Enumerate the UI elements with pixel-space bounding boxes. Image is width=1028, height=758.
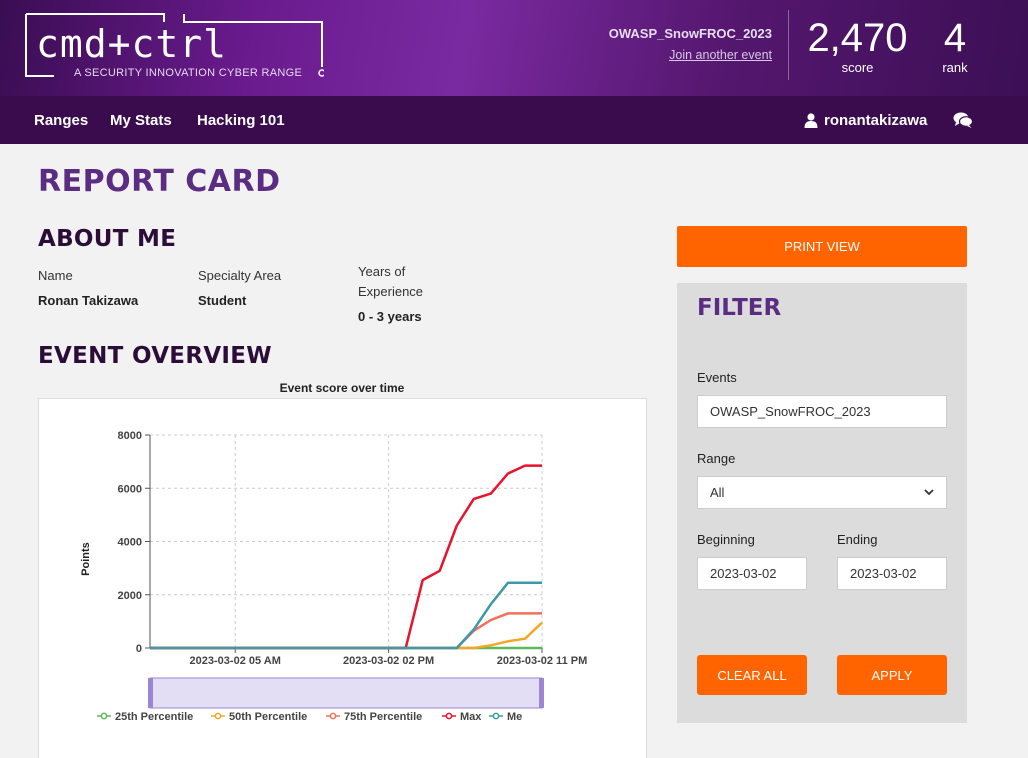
rank-value: 4 xyxy=(943,16,967,60)
about-me-title: ABOUT ME xyxy=(38,226,177,252)
x-tick-label: 2023-03-02 02 PM xyxy=(343,655,434,667)
legend-item[interactable]: Me xyxy=(489,711,522,723)
events-input[interactable]: OWASP_SnowFROC_2023 xyxy=(697,395,947,428)
legend-item[interactable]: 25th Percentile xyxy=(97,711,193,723)
score-stat: 2,470 score xyxy=(800,14,915,75)
logo-frame xyxy=(25,13,326,77)
legend-marker xyxy=(329,712,337,720)
legend-label: 50th Percentile xyxy=(229,711,307,723)
chat-icon[interactable] xyxy=(953,111,973,129)
rank-label: rank xyxy=(942,60,968,75)
username: ronantakizawa xyxy=(824,112,928,129)
specialty-value: Student xyxy=(198,293,247,308)
filter-panel: FILTER Events OWASP_SnowFROC_2023 Range … xyxy=(677,283,967,723)
event-overview-title: EVENT OVERVIEW xyxy=(38,343,272,369)
series-line-75th-percentile[interactable] xyxy=(150,612,542,650)
current-event: OWASP_SnowFROC_2023 Join another event xyxy=(609,26,772,64)
experience-label-line1: Years of xyxy=(358,264,406,279)
beginning-label: Beginning xyxy=(697,532,755,547)
apply-button[interactable]: APPLY xyxy=(837,655,947,695)
range-label: Range xyxy=(697,451,736,466)
legend-item[interactable]: 50th Percentile xyxy=(211,711,307,723)
score-label: score xyxy=(841,60,874,75)
nav-hacking-101[interactable]: Hacking 101 xyxy=(197,112,285,129)
clear-all-button[interactable]: CLEAR ALL xyxy=(697,655,807,695)
y-tick-label: 8000 xyxy=(118,430,142,442)
legend-marker xyxy=(492,712,500,720)
experience-value: 0 - 3 years xyxy=(358,309,422,324)
legend-label: 25th Percentile xyxy=(115,711,193,723)
y-tick-label: 4000 xyxy=(118,537,142,549)
legend-item[interactable]: 75th Percentile xyxy=(326,711,422,723)
y-tick-label: 0 xyxy=(136,643,142,655)
zoom-handle-left[interactable] xyxy=(148,678,153,708)
legend-item[interactable]: Max xyxy=(442,711,482,723)
range-select[interactable]: All xyxy=(697,476,947,509)
y-tick-label: 6000 xyxy=(118,483,142,495)
page-title: REPORT CARD xyxy=(38,164,281,199)
print-view-button[interactable]: PRINT VIEW xyxy=(677,226,967,267)
range-select-value: All xyxy=(710,485,725,500)
nav-my-stats[interactable]: My Stats xyxy=(110,112,172,129)
chart-svg: 0 2000 4000 6000 8000 2023-03-02 05 AM 2023-03… xyxy=(80,430,588,723)
filter-title: FILTER xyxy=(697,295,782,321)
y-axis-label: Points xyxy=(80,542,92,576)
events-label: Events xyxy=(697,370,737,385)
zoom-slider[interactable] xyxy=(148,677,544,709)
legend-marker xyxy=(214,712,222,720)
experience-label-line2: Experience xyxy=(358,284,424,299)
specialty-label: Specialty Area xyxy=(198,268,282,283)
series-line-max[interactable] xyxy=(150,464,542,650)
join-event-link[interactable]: Join another event xyxy=(669,48,772,62)
ending-label: Ending xyxy=(837,532,878,547)
logo-tagline: A SECURITY INNOVATION CYBER RANGE xyxy=(74,67,303,79)
event-name: OWASP_SnowFROC_2023 xyxy=(608,26,772,41)
main-nav: Ranges My Stats Hacking 101 ronantakizaw… xyxy=(0,96,1028,144)
x-tick-label: 2023-03-02 11 PM xyxy=(497,655,588,667)
logo[interactable]: cmd+ctrl A SECURITY INNOVATION CYBER RAN… xyxy=(24,12,326,79)
beginning-date-input[interactable]: 2023-03-02 xyxy=(697,557,807,590)
chart-title: Event score over time xyxy=(279,381,405,395)
ending-date-input[interactable]: 2023-03-02 xyxy=(837,557,947,590)
rank-stat: 4 rank xyxy=(930,14,980,75)
legend-label: 75th Percentile xyxy=(344,711,422,723)
y-tick-label: 2000 xyxy=(118,590,142,602)
nav-ranges[interactable]: Ranges xyxy=(34,112,89,129)
series-line-me[interactable] xyxy=(150,581,542,650)
zoom-window[interactable] xyxy=(149,677,543,709)
header-divider xyxy=(788,10,789,80)
series-line-50th-percentile[interactable] xyxy=(150,621,543,650)
name-label: Name xyxy=(38,268,73,283)
chevron-down-icon xyxy=(924,489,934,496)
legend-marker xyxy=(445,712,453,720)
score-chart: 0 2000 4000 6000 8000 2023-03-02 05 AM 2023-03… xyxy=(38,398,647,758)
header-banner: cmd+ctrl A SECURITY INNOVATION CYBER RAN… xyxy=(0,0,1028,96)
user-menu[interactable]: ronantakizawa xyxy=(804,112,927,129)
logo-text: cmd+ctrl xyxy=(36,22,228,66)
user-icon xyxy=(804,113,818,128)
x-tick-label: 2023-03-02 05 AM xyxy=(190,655,281,667)
score-value: 2,470 xyxy=(807,16,908,60)
legend-marker xyxy=(100,712,108,720)
experience-label: Years of Experience xyxy=(358,262,423,302)
zoom-handle-right[interactable] xyxy=(539,678,544,708)
chart-legend: 25th Percentile 50th Percentile 75th Perce… xyxy=(97,711,522,723)
legend-label: Max xyxy=(460,711,482,723)
name-value: Ronan Takizawa xyxy=(38,293,139,308)
legend-label: Me xyxy=(507,711,522,723)
